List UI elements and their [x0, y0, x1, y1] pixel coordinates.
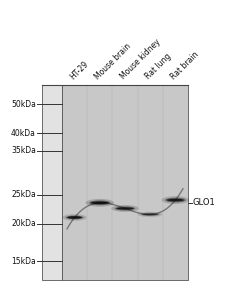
Text: HT-29: HT-29 — [68, 59, 90, 81]
Text: 20kDa: 20kDa — [11, 219, 36, 228]
Ellipse shape — [166, 199, 183, 201]
Text: Rat lung: Rat lung — [143, 52, 172, 81]
Ellipse shape — [89, 200, 110, 205]
Ellipse shape — [137, 212, 162, 217]
Bar — [42, 85, 62, 280]
Ellipse shape — [67, 216, 82, 219]
Ellipse shape — [111, 205, 138, 212]
Ellipse shape — [85, 199, 113, 207]
Ellipse shape — [142, 214, 157, 215]
Ellipse shape — [67, 216, 81, 219]
Ellipse shape — [65, 215, 83, 219]
Bar — [62, 85, 187, 280]
Ellipse shape — [164, 198, 185, 203]
Ellipse shape — [91, 202, 108, 204]
Ellipse shape — [140, 213, 159, 216]
Ellipse shape — [114, 206, 135, 211]
Text: Rat brain: Rat brain — [168, 50, 200, 81]
Text: 15kDa: 15kDa — [11, 257, 36, 266]
Ellipse shape — [62, 214, 86, 221]
Ellipse shape — [161, 196, 188, 204]
Text: 25kDa: 25kDa — [11, 190, 36, 199]
Text: Mouse kidney: Mouse kidney — [118, 37, 162, 81]
Ellipse shape — [116, 207, 133, 210]
Text: 40kDa: 40kDa — [11, 129, 36, 138]
Text: Mouse brain: Mouse brain — [93, 41, 133, 81]
Text: 35kDa: 35kDa — [11, 146, 36, 155]
Text: 50kDa: 50kDa — [11, 100, 36, 109]
Text: GLO1: GLO1 — [192, 198, 215, 207]
